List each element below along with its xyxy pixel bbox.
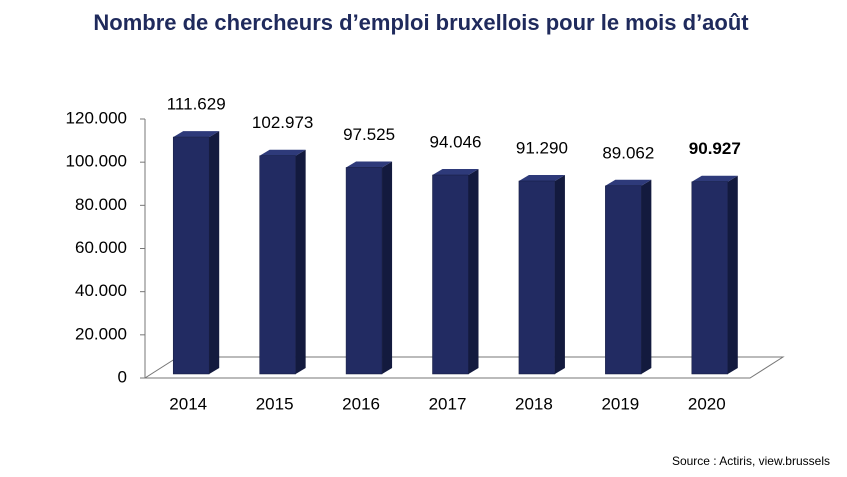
bar bbox=[172, 136, 210, 375]
y-tick-label: 40.000 bbox=[75, 281, 127, 300]
bar-side bbox=[554, 174, 565, 374]
bar-top bbox=[605, 179, 652, 186]
y-tick-label: 60.000 bbox=[75, 238, 127, 257]
y-tick-label: 20.000 bbox=[75, 324, 127, 343]
bar-top bbox=[259, 149, 306, 156]
value-label: 102.973 bbox=[252, 113, 313, 132]
value-label: 94.046 bbox=[430, 133, 482, 152]
bar-side bbox=[727, 175, 738, 374]
bar bbox=[691, 181, 729, 375]
y-tick-label: 0 bbox=[118, 367, 127, 386]
x-tick-label: 2017 bbox=[429, 394, 467, 413]
bar bbox=[432, 174, 469, 375]
value-label: 97.525 bbox=[343, 125, 395, 144]
x-tick-label: 2015 bbox=[256, 394, 294, 413]
value-label: 91.290 bbox=[516, 138, 568, 157]
bar bbox=[259, 155, 296, 375]
y-tick-label: 100.000 bbox=[66, 152, 127, 171]
bar-side bbox=[209, 131, 220, 374]
chart-title: Nombre de chercheurs d’emploi bruxellois… bbox=[93, 10, 749, 35]
value-label: 90.927 bbox=[689, 139, 741, 158]
bar bbox=[605, 185, 642, 375]
value-label: 89.062 bbox=[602, 143, 654, 162]
value-label: 111.629 bbox=[167, 95, 226, 114]
x-tick-label: 2018 bbox=[515, 394, 553, 413]
y-tick-label: 80.000 bbox=[75, 195, 127, 214]
bar bbox=[345, 167, 383, 375]
x-tick-label: 2020 bbox=[688, 394, 726, 413]
bar bbox=[518, 180, 556, 375]
bar-side bbox=[295, 149, 306, 374]
x-tick-label: 2014 bbox=[169, 394, 207, 413]
bar-top bbox=[518, 174, 565, 181]
y-tick-label: 120.000 bbox=[66, 108, 127, 127]
bar-side bbox=[382, 161, 393, 374]
source: Source : Actiris, view.brussels bbox=[672, 454, 830, 468]
x-tick-label: 2019 bbox=[601, 394, 639, 413]
x-tick-label: 2016 bbox=[342, 394, 380, 413]
bar-top bbox=[173, 131, 220, 138]
bar-top bbox=[432, 169, 479, 176]
bar-side bbox=[468, 169, 479, 374]
bar-top bbox=[346, 161, 393, 168]
bar-top bbox=[691, 175, 738, 182]
bar-side bbox=[641, 179, 652, 374]
